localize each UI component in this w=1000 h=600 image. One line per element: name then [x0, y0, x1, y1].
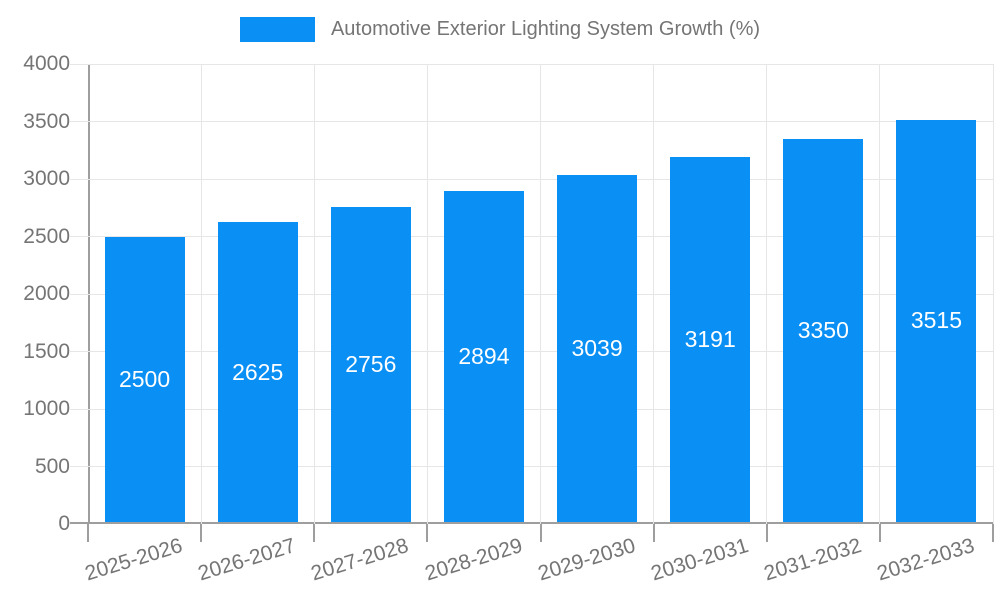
x-axis-tick-label: 2032-2033: [874, 534, 978, 586]
x-axis-tick: [200, 524, 203, 542]
bar-value-label: 2500: [118, 365, 171, 392]
x-axis-tick: [313, 524, 316, 542]
y-axis-tick-label: 1000: [23, 397, 70, 420]
x-axis-tick-label: 2027-2028: [308, 534, 412, 586]
bar-value-label: 3191: [684, 326, 736, 353]
y-axis-tick-label: 2000: [23, 282, 70, 305]
x-axis-tick-label: 2030-2031: [648, 534, 751, 586]
bar-value-label: 3039: [571, 334, 623, 361]
y-axis-tick-label: 0: [58, 512, 70, 535]
x-axis-tick-label: 2029-2030: [535, 534, 638, 586]
gridline-horizontal: [70, 63, 993, 65]
gridline-horizontal: [70, 293, 993, 295]
gridline-vertical: [426, 64, 428, 524]
legend: Automotive Exterior Lighting System Grow…: [0, 17, 1000, 42]
bar-value-label: 3350: [797, 316, 849, 343]
bar: 2500: [104, 236, 185, 522]
x-axis-tick: [87, 524, 89, 542]
bar-value-label: 2756: [345, 351, 397, 378]
gridline-vertical: [540, 64, 541, 524]
gridline-horizontal: [70, 121, 993, 122]
gridline-vertical: [200, 64, 202, 524]
bar-value-label: 3515: [910, 307, 963, 334]
bar-value-label: 2625: [232, 358, 284, 385]
x-axis-tick-label: 2025-2026: [82, 534, 186, 586]
gridline-horizontal: [70, 351, 993, 352]
bar-value-label: 2894: [458, 343, 510, 370]
gridline-vertical: [313, 64, 315, 524]
x-axis-tick: [992, 524, 994, 542]
bar: 3350: [783, 138, 864, 522]
bar: 3515: [896, 119, 977, 522]
gridline-vertical: [992, 64, 994, 524]
gridline-horizontal: [70, 466, 993, 467]
x-axis-tick: [765, 524, 768, 542]
gridline-horizontal: [70, 408, 993, 410]
x-axis-line: [70, 522, 993, 524]
bar: 2894: [443, 191, 524, 522]
x-axis-tick: [426, 524, 429, 542]
legend-label: Automotive Exterior Lighting System Grow…: [330, 18, 761, 40]
gridline-vertical: [766, 64, 768, 524]
bar: 3039: [557, 174, 638, 522]
y-axis-tick-label: 2500: [23, 224, 70, 248]
y-axis-tick-label: 4000: [23, 52, 70, 75]
y-axis-tick-label: 3500: [23, 109, 70, 133]
gridline-vertical: [653, 64, 655, 524]
bar: 2625: [217, 222, 298, 522]
x-axis-tick: [878, 524, 881, 542]
x-axis-tick: [539, 524, 542, 542]
x-axis-tick: [652, 524, 655, 542]
x-axis-tick-label: 2031-2032: [761, 534, 865, 586]
gridline-horizontal: [70, 178, 993, 180]
plot-area: 2500 2625 2756 2894 3039 3191 3350 3515: [70, 63, 994, 542]
y-axis-tick-label: 3000: [23, 167, 70, 190]
bar: 3191: [670, 157, 751, 522]
gridline-vertical: [879, 64, 881, 524]
legend-swatch: [239, 17, 315, 42]
gridline-horizontal: [70, 236, 993, 237]
y-axis-tick-label: 500: [34, 454, 70, 478]
x-axis-tick-label: 2028-2029: [421, 534, 525, 586]
x-axis-tick-label: 2026-2027: [195, 534, 299, 586]
y-axis-tick-label: 1500: [23, 339, 70, 363]
bar: 2756: [330, 207, 411, 522]
